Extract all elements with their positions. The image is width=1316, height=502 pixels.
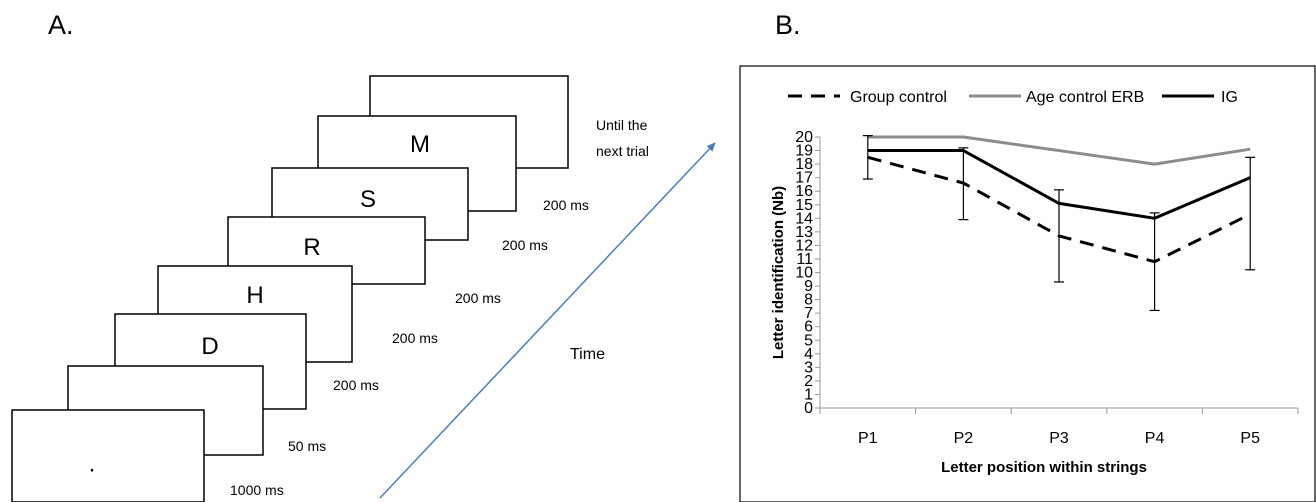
frame-duration: Until the xyxy=(596,117,648,133)
frame-letter: · xyxy=(88,456,96,483)
panel-b-label: B. xyxy=(775,10,801,40)
legend-label: IG xyxy=(1221,89,1238,106)
frame-duration: 200 ms xyxy=(502,237,548,253)
frame-duration: 200 ms xyxy=(455,290,501,306)
frame-duration: 200 ms xyxy=(543,197,589,213)
frame-letter: H xyxy=(246,282,263,309)
x-tick-label: P3 xyxy=(1049,430,1069,447)
frame-duration: 50 ms xyxy=(288,438,326,454)
frame-letter: S xyxy=(360,186,376,213)
x-tick-label: P1 xyxy=(858,430,878,447)
legend-label: Group control xyxy=(850,89,947,106)
time-label: Time xyxy=(570,346,605,363)
y-tick-label: 20 xyxy=(795,129,813,146)
frame-letter: M xyxy=(410,131,430,158)
x-tick-label: P2 xyxy=(954,430,974,447)
x-axis-title: Letter position within strings xyxy=(941,459,1147,476)
panel-a-label: A. xyxy=(48,10,74,40)
y-axis-title: Letter identification (Nb) xyxy=(770,186,787,359)
x-tick-label: P5 xyxy=(1240,430,1260,447)
frame-duration: 1000 ms xyxy=(230,482,284,498)
frame-duration: next trial xyxy=(596,143,649,159)
chart-border xyxy=(740,66,1315,502)
stimulus-sequence: Until the next trial M 200 ms S 200 ms R 200 ms… xyxy=(12,76,649,502)
legend-label: Age control ERB xyxy=(1026,89,1144,106)
frame-letter: D xyxy=(201,333,218,360)
frame-letter: R xyxy=(303,234,320,261)
frame-duration: 200 ms xyxy=(392,330,438,346)
x-tick-label: P4 xyxy=(1145,430,1165,447)
frame-duration: 200 ms xyxy=(333,377,379,393)
stimulus-frame xyxy=(12,410,204,502)
